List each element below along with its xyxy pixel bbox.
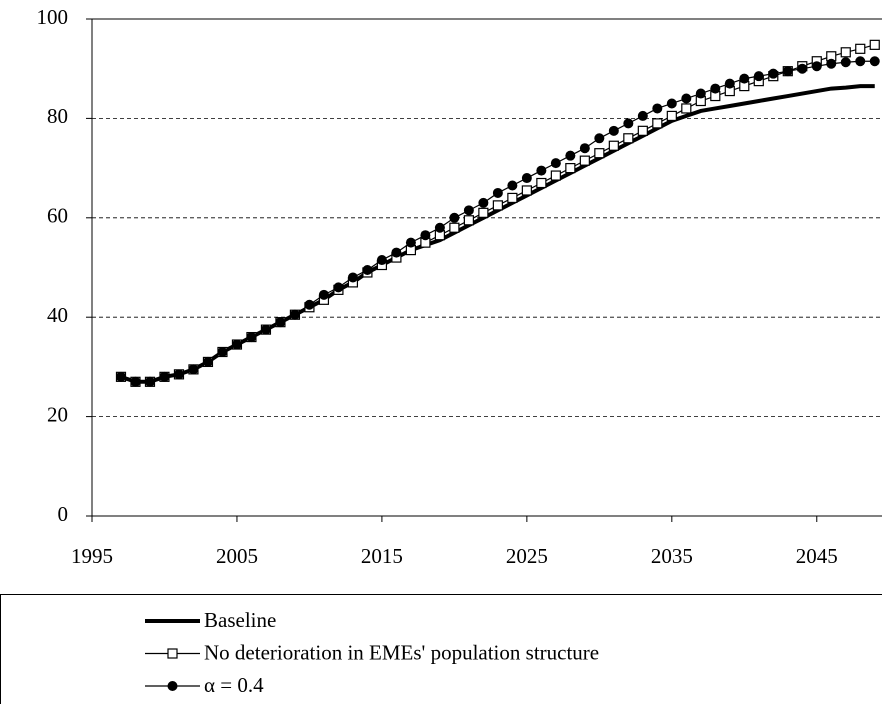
data-point — [450, 223, 459, 232]
data-point — [739, 74, 749, 84]
x-tick-label: 2045 — [796, 544, 838, 568]
data-point — [565, 151, 575, 161]
data-point — [609, 126, 619, 136]
data-point — [870, 40, 879, 49]
data-point — [261, 325, 271, 335]
data-point — [478, 198, 488, 208]
data-point — [508, 193, 517, 202]
data-point — [377, 255, 387, 265]
x-tick-label: 2015 — [361, 544, 403, 568]
series-line — [121, 61, 875, 382]
data-point — [783, 66, 793, 76]
data-point — [667, 98, 677, 108]
data-point — [536, 166, 546, 176]
data-point — [551, 158, 561, 168]
data-point — [348, 272, 358, 282]
data-point — [725, 79, 735, 89]
data-point — [681, 94, 691, 104]
data-point — [362, 265, 372, 275]
data-point — [855, 56, 865, 66]
x-tick-label: 2025 — [506, 544, 548, 568]
y-tick-label: 0 — [58, 502, 69, 526]
y-tick-label: 40 — [47, 303, 68, 327]
data-point — [594, 133, 604, 143]
data-point — [522, 186, 531, 195]
x-tick-label: 2035 — [651, 544, 693, 568]
data-point — [188, 364, 198, 374]
data-point — [609, 141, 618, 150]
data-point — [145, 377, 155, 387]
legend-marker — [168, 649, 177, 658]
data-point — [493, 201, 502, 210]
data-point — [493, 188, 503, 198]
data-point — [537, 179, 546, 188]
data-point — [682, 104, 691, 113]
data-point — [507, 180, 517, 190]
series-line — [121, 86, 875, 382]
y-tick-label: 100 — [37, 5, 69, 29]
data-point — [464, 205, 474, 215]
data-point — [217, 347, 227, 357]
data-point — [116, 372, 126, 382]
data-point — [653, 119, 662, 128]
data-point — [522, 173, 532, 183]
data-point — [826, 59, 836, 69]
y-tick-label: 60 — [47, 204, 68, 228]
data-point — [333, 282, 343, 292]
data-point — [841, 48, 850, 57]
data-point — [580, 156, 589, 165]
data-point — [174, 369, 184, 379]
data-point — [595, 149, 604, 158]
data-point — [638, 126, 647, 135]
data-point — [275, 317, 285, 327]
data-point — [406, 238, 416, 248]
data-point — [246, 332, 256, 342]
data-point — [841, 57, 851, 67]
data-point — [667, 111, 676, 120]
y-tick-label: 20 — [47, 402, 68, 426]
data-point — [130, 377, 140, 387]
data-point — [652, 103, 662, 113]
data-point — [551, 171, 560, 180]
data-point — [479, 208, 488, 217]
legend-marker — [168, 681, 178, 691]
y-tick-label: 80 — [47, 104, 68, 128]
data-point — [435, 223, 445, 233]
data-point — [870, 56, 880, 66]
data-point — [812, 61, 822, 71]
legend-label: α = 0.4 — [204, 673, 264, 697]
legend-label: No deterioration in EMEs' population str… — [204, 640, 599, 664]
data-point — [319, 290, 329, 300]
data-point — [797, 64, 807, 74]
data-point — [391, 248, 401, 258]
data-point — [566, 164, 575, 173]
data-point — [464, 216, 473, 225]
data-point — [580, 143, 590, 153]
x-tick-label: 2005 — [216, 544, 258, 568]
data-point — [623, 118, 633, 128]
data-point — [710, 84, 720, 94]
data-point — [754, 71, 764, 81]
series-line — [121, 45, 875, 382]
data-point — [232, 340, 242, 350]
data-point — [696, 89, 706, 99]
data-point — [768, 69, 778, 79]
data-point — [159, 372, 169, 382]
x-tick-label: 1995 — [71, 544, 113, 568]
data-point — [203, 357, 213, 367]
data-point — [449, 213, 459, 223]
data-point — [290, 310, 300, 320]
data-point — [856, 44, 865, 53]
data-point — [624, 134, 633, 143]
data-point — [638, 111, 648, 121]
legend-label: Baseline — [204, 608, 276, 632]
data-point — [304, 300, 314, 310]
data-point — [420, 230, 430, 240]
